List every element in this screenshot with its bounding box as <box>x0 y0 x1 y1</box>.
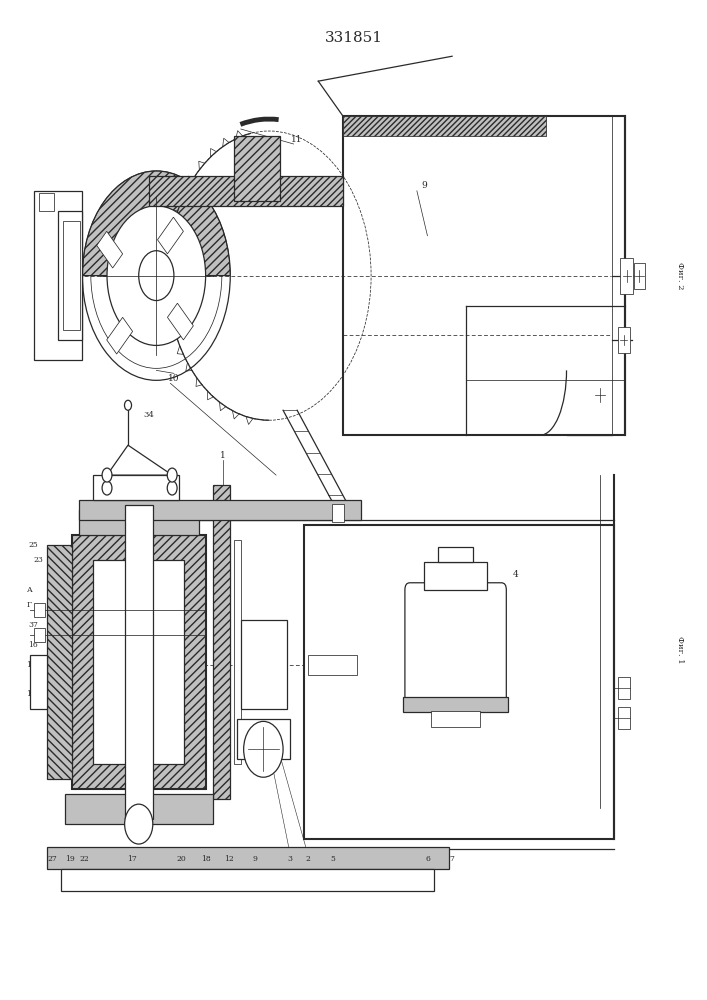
Text: 9: 9 <box>421 181 427 190</box>
Bar <box>438 547 473 562</box>
Bar <box>237 719 290 759</box>
Bar <box>35 628 45 642</box>
Bar <box>618 327 630 353</box>
Text: 17: 17 <box>186 181 197 190</box>
Text: 14: 14 <box>26 690 36 698</box>
Text: 15: 15 <box>26 661 36 669</box>
Text: 20: 20 <box>176 855 186 863</box>
FancyBboxPatch shape <box>405 583 506 706</box>
Text: 23: 23 <box>33 556 43 564</box>
Circle shape <box>168 481 177 495</box>
Circle shape <box>124 804 153 844</box>
Bar <box>39 193 54 211</box>
Text: 1: 1 <box>221 451 226 460</box>
Bar <box>124 505 153 819</box>
Text: 331851: 331851 <box>325 31 382 45</box>
Bar <box>332 504 344 522</box>
Bar <box>107 317 133 354</box>
Bar <box>62 869 435 891</box>
Circle shape <box>102 468 112 482</box>
Bar <box>634 263 645 289</box>
Text: 16: 16 <box>28 641 38 649</box>
Circle shape <box>168 468 177 482</box>
Bar <box>234 136 279 201</box>
Bar <box>618 707 630 729</box>
Bar <box>58 211 83 340</box>
Text: 19: 19 <box>66 855 75 863</box>
Bar <box>79 510 199 535</box>
Text: 17: 17 <box>127 855 136 863</box>
Text: 2: 2 <box>305 855 310 863</box>
Text: Фиг. 1: Фиг. 1 <box>676 636 684 663</box>
Polygon shape <box>107 445 173 475</box>
Circle shape <box>107 206 206 345</box>
Wedge shape <box>83 171 230 276</box>
Bar <box>304 525 614 839</box>
Bar <box>343 116 546 136</box>
Circle shape <box>244 721 283 777</box>
Polygon shape <box>93 475 179 500</box>
Text: 37: 37 <box>28 621 38 629</box>
Bar <box>618 677 630 699</box>
Bar <box>93 560 185 764</box>
Text: 25: 25 <box>28 541 38 549</box>
Bar <box>47 847 448 869</box>
Text: 5: 5 <box>330 855 335 863</box>
Bar <box>424 562 487 590</box>
Text: 22: 22 <box>80 855 89 863</box>
Bar <box>97 231 122 268</box>
Bar <box>213 485 230 799</box>
Bar <box>621 258 633 294</box>
Bar <box>30 655 47 709</box>
Text: 10: 10 <box>168 374 180 383</box>
Circle shape <box>102 481 112 495</box>
Text: 34: 34 <box>144 411 155 419</box>
Text: 6: 6 <box>425 855 430 863</box>
Bar <box>168 303 193 340</box>
Circle shape <box>139 251 174 301</box>
Text: 3: 3 <box>288 855 293 863</box>
Bar <box>47 545 72 779</box>
Text: Фиг. 2: Фиг. 2 <box>677 262 684 289</box>
Text: 12: 12 <box>224 855 234 863</box>
Bar <box>403 697 508 712</box>
Bar <box>241 620 286 709</box>
Text: 7: 7 <box>450 855 455 863</box>
Bar <box>308 655 357 675</box>
Text: 4: 4 <box>513 570 518 579</box>
Circle shape <box>124 400 132 410</box>
Bar <box>72 535 206 789</box>
Bar <box>35 191 83 360</box>
Bar <box>431 711 480 727</box>
Bar <box>234 540 241 764</box>
Bar <box>63 221 81 330</box>
Bar <box>149 176 343 206</box>
Text: 18: 18 <box>201 855 211 863</box>
Text: 11: 11 <box>291 135 303 144</box>
Bar <box>65 794 213 824</box>
Bar <box>158 217 183 254</box>
Text: 23: 23 <box>168 181 180 190</box>
Text: А: А <box>27 586 33 594</box>
Bar <box>343 116 624 435</box>
Text: 27: 27 <box>47 855 57 863</box>
Text: Г: Г <box>27 601 32 609</box>
Bar <box>79 500 361 520</box>
Text: 9: 9 <box>252 855 257 863</box>
Bar <box>35 603 45 617</box>
